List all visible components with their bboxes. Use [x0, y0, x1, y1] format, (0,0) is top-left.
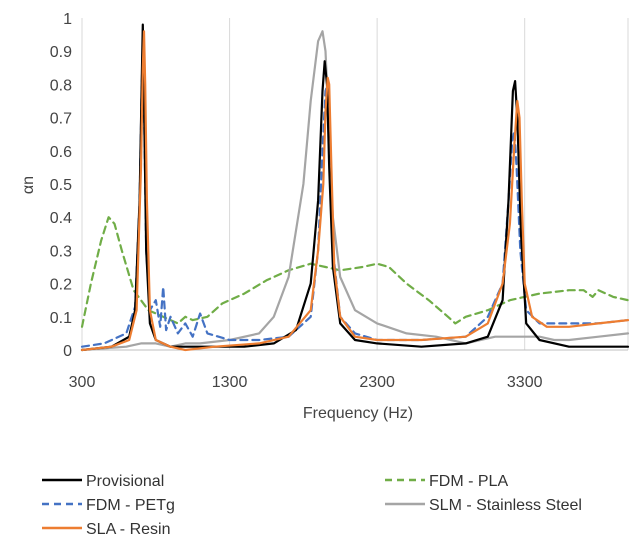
- grid: [81, 18, 629, 351]
- y-tick-label: 0.6: [50, 144, 72, 161]
- y-tick-label: 1: [63, 11, 72, 28]
- x-tick-label: 3300: [507, 374, 543, 391]
- x-tick-label: 300: [69, 374, 96, 391]
- legend: Provisional FDM - PLA FDM - PETg SLM - Stai…: [42, 473, 582, 538]
- series-line-fdm-pla: [80, 216, 630, 328]
- x-tick-label: 2300: [359, 374, 395, 391]
- y-tick-label: 0.7: [50, 111, 72, 128]
- x-tick-label: 1300: [212, 374, 248, 391]
- series-line-fdm-petg: [80, 43, 630, 348]
- y-axis-title: αn: [20, 176, 37, 194]
- legend-label: FDM - PLA: [429, 473, 508, 490]
- y-tick-label: 0.1: [50, 310, 72, 327]
- y-axis: 0 0.1 0.2 0.3 0.4 0.5 0.6 0.7 0.8 0.9 1: [50, 11, 72, 360]
- plot-area: [80, 23, 630, 352]
- y-tick-label: 0.8: [50, 77, 72, 94]
- legend-label: FDM - PETg: [86, 497, 175, 514]
- y-tick-label: 0.3: [50, 243, 72, 260]
- y-tick-label: 0: [63, 343, 72, 360]
- series-line-sla-resin: [80, 30, 630, 352]
- legend-label: SLM - Stainless Steel: [429, 497, 582, 514]
- y-tick-label: 0.9: [50, 44, 72, 61]
- x-axis-title: Frequency (Hz): [303, 405, 413, 422]
- y-tick-label: 0.2: [50, 277, 72, 294]
- legend-label: SLA - Resin: [86, 521, 170, 538]
- x-axis: 300 1300 2300 3300: [69, 374, 543, 391]
- legend-label: Provisional: [86, 473, 164, 490]
- y-tick-label: 0.4: [50, 210, 72, 227]
- y-tick-label: 0.5: [50, 177, 72, 194]
